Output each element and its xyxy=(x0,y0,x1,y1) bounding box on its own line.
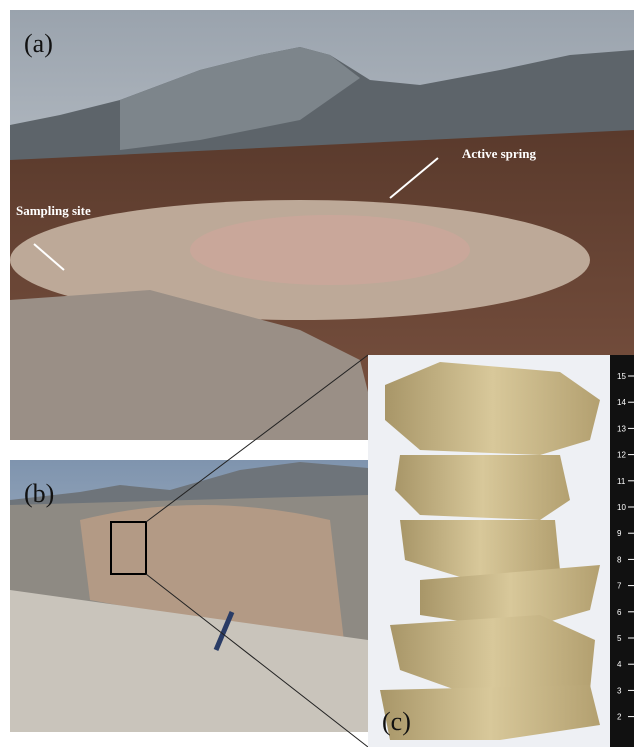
ruler-label: 4 xyxy=(617,660,622,669)
zoom-line xyxy=(145,573,369,747)
annotation: Active spring xyxy=(462,146,537,161)
sample-layer xyxy=(420,565,600,630)
sample-layer xyxy=(395,455,570,520)
panel-label: (b) xyxy=(24,479,54,508)
panel-a: (a) Active spring Sampling site xyxy=(10,10,634,440)
ruler-label: 3 xyxy=(617,686,622,695)
ruler-label: 15 xyxy=(617,372,626,381)
panel-b: (b) xyxy=(10,460,368,732)
ruler-label: 14 xyxy=(617,398,626,407)
terraces xyxy=(190,215,470,285)
sample-layer xyxy=(400,520,560,580)
panel-label: (c) xyxy=(382,707,411,736)
ruler-label: 5 xyxy=(617,634,622,643)
zoom-box xyxy=(110,521,147,575)
ruler-label: 8 xyxy=(617,555,622,564)
ruler-label: 7 xyxy=(617,582,622,591)
ruler-label: 6 xyxy=(617,608,622,617)
panel-label: (a) xyxy=(24,29,53,58)
panel-c: (c) xyxy=(368,355,634,747)
rubble xyxy=(10,290,380,440)
hammer xyxy=(213,611,235,651)
sample-layer xyxy=(385,362,600,455)
ruler-label: 12 xyxy=(617,451,626,460)
ruler-label: 13 xyxy=(617,424,626,433)
arrow xyxy=(33,243,65,271)
ruler-label: 11 xyxy=(617,477,626,486)
sample-layer xyxy=(380,685,600,740)
ruler-label: 9 xyxy=(617,529,622,538)
ruler-label: 2 xyxy=(617,713,622,722)
mountain-face xyxy=(120,47,360,150)
annotation: Sampling site xyxy=(16,203,91,218)
sample-layer xyxy=(390,615,595,695)
ruler-label: 10 xyxy=(617,503,626,512)
zoom-line xyxy=(145,354,369,523)
ruler xyxy=(610,355,634,747)
scree xyxy=(10,590,368,732)
arrow xyxy=(389,157,439,199)
